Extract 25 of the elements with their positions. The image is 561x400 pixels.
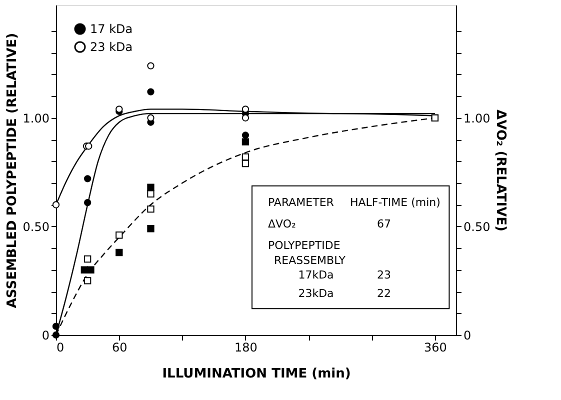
y2-tick-label: 0.50 [464, 220, 490, 234]
x-tick-label: 0 [56, 340, 64, 354]
annotation: PARAMETER [268, 196, 334, 209]
y-axis-title: ASSEMBLED POLYPEPTIDE (RELATIVE) [4, 32, 20, 308]
annotation: 22 [377, 286, 391, 300]
legend-label: 17 kDa [90, 22, 133, 36]
annotation: POLYPEPTIDE [268, 238, 340, 252]
x-tick-label: 60 [112, 340, 128, 354]
legend-label: 23 kDa [90, 40, 133, 54]
x-tick-label: 360 [424, 340, 447, 354]
x-axis-title: ILLUMINATION TIME (min) [162, 366, 351, 382]
annotation: 23 [377, 268, 391, 282]
y-tick-label: 0 [42, 328, 50, 342]
y2-tick-label: 1.00 [464, 111, 490, 126]
y2-axis-title: ΔVO₂ (RELATIVE) [493, 110, 508, 232]
annotation: 67 [377, 217, 391, 230]
y2-tick-label: 0 [464, 328, 472, 342]
annotation: 17kDa [298, 268, 334, 282]
annotation: REASSEMBLY [274, 254, 346, 267]
annotation: 23kDa [298, 286, 334, 300]
x-tick-label: 180 [234, 340, 258, 354]
annotation: ΔVO₂ [268, 217, 296, 230]
y-tick-label: 0.50 [22, 220, 50, 234]
y-tick-label: 1.00 [22, 111, 50, 126]
annotation: HALF-TIME (min) [350, 196, 440, 209]
